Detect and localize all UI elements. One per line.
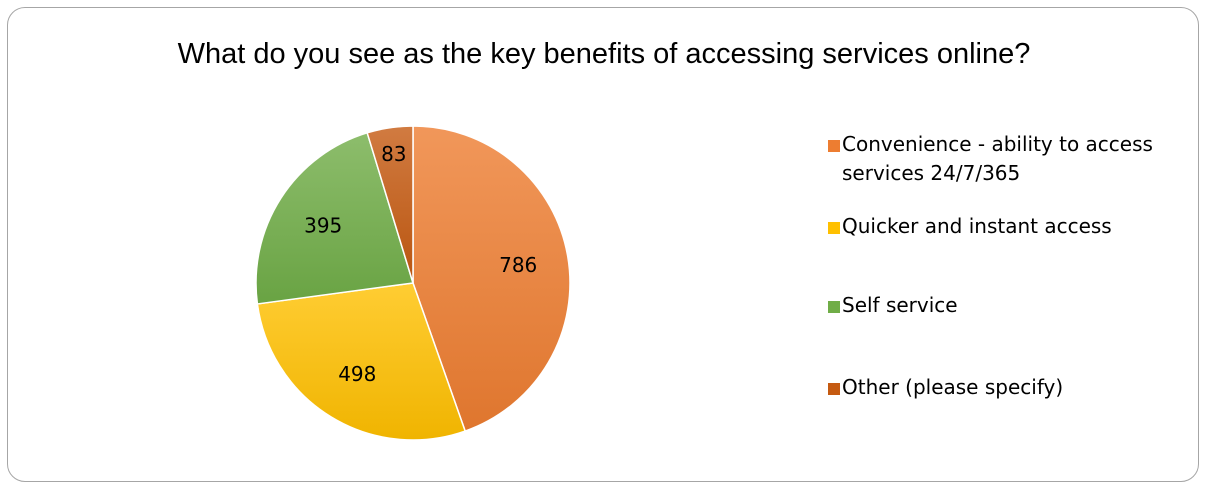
legend-label-other: Other (please specify)	[842, 375, 1064, 399]
legend-item-convenience: Convenience - ability to access services…	[828, 130, 1182, 188]
legend-swatch-self-service	[828, 301, 840, 313]
legend-label-quicker: Quicker and instant access	[842, 214, 1112, 238]
data-label-convenience: 786	[499, 253, 537, 277]
pie-slice-quicker	[256, 282, 467, 441]
pie-slice-other	[366, 125, 414, 284]
data-label-quicker: 498	[338, 362, 376, 386]
chart-frame: What do you see as the key benefits of a…	[7, 7, 1199, 482]
legend-item-self-service: Self service	[828, 291, 1182, 320]
chart-title: What do you see as the key benefits of a…	[177, 38, 1031, 70]
pie-slice-self-service	[255, 131, 414, 305]
legend-item-quicker: Quicker and instant access	[828, 212, 1182, 241]
legend-swatch-quicker	[828, 222, 840, 234]
data-label-other: 83	[381, 142, 406, 166]
data-label-self-service: 395	[304, 213, 342, 237]
pie-slice-convenience	[412, 125, 571, 433]
legend-label-self-service: Self service	[842, 293, 958, 317]
legend-item-other: Other (please specify)	[828, 373, 1182, 402]
legend-swatch-convenience	[828, 140, 840, 152]
legend-label-convenience: Convenience - ability to access services…	[842, 132, 1153, 185]
legend-swatch-other	[828, 383, 840, 395]
